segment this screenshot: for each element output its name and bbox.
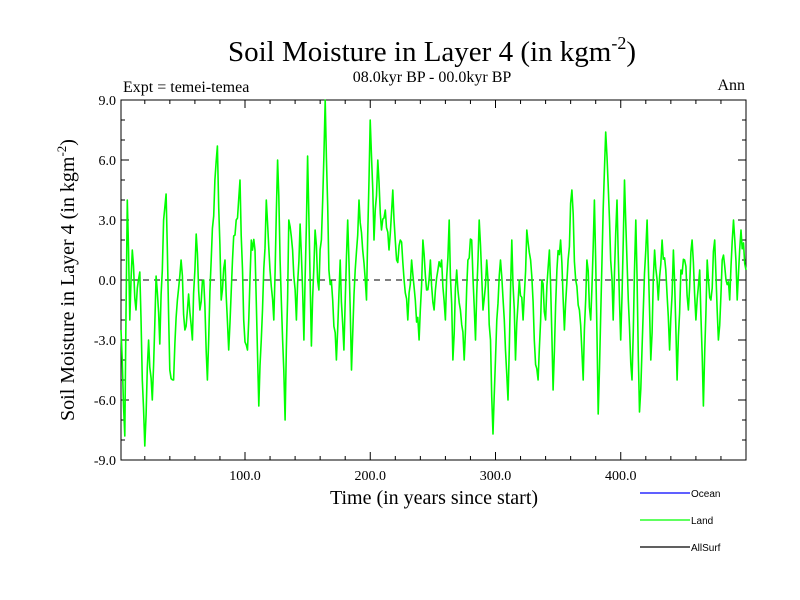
x-tick-label: 400.0 [605,469,637,484]
subtitle-experiment: Expt = temei-temea [123,79,249,96]
legend: Ocean Land AllSurf [640,489,721,554]
series-line-land [120,99,747,447]
chart-title: Soil Moisture in Layer 4 (in kgm-2) [228,33,636,68]
y-tick-label: -6.0 [94,394,116,409]
subtitle-period: 08.0kyr BP - 00.0kyr BP [353,69,512,86]
legend-label-allsurf: AllSurf [691,543,721,554]
y-axis-label: Soil Moisture in Layer 4 (in kgm-2) [54,139,79,421]
legend-label-ocean: Ocean [691,489,720,500]
subtitle-season: Ann [717,77,745,94]
x-axis-label: Time (in years since start) [330,487,538,509]
y-tick-label: 9.0 [99,94,117,109]
series-group [120,99,747,447]
y-tick-label: -3.0 [94,334,116,349]
y-tick-label: 6.0 [99,154,117,169]
y-tick-label: -9.0 [94,454,116,469]
legend-label-land: Land [691,516,713,527]
y-tick-label: 0.0 [99,274,117,289]
x-tick-label: 100.0 [229,469,261,484]
x-tick-label: 300.0 [480,469,512,484]
y-tick-label: 3.0 [99,214,117,229]
y-tick-labels: -9.0 -6.0 -3.0 0.0 3.0 6.0 9.0 [94,94,116,469]
x-tick-labels: 100.0 200.0 300.0 400.0 [229,469,636,484]
axis-ticks [121,99,746,461]
x-tick-label: 200.0 [354,469,386,484]
